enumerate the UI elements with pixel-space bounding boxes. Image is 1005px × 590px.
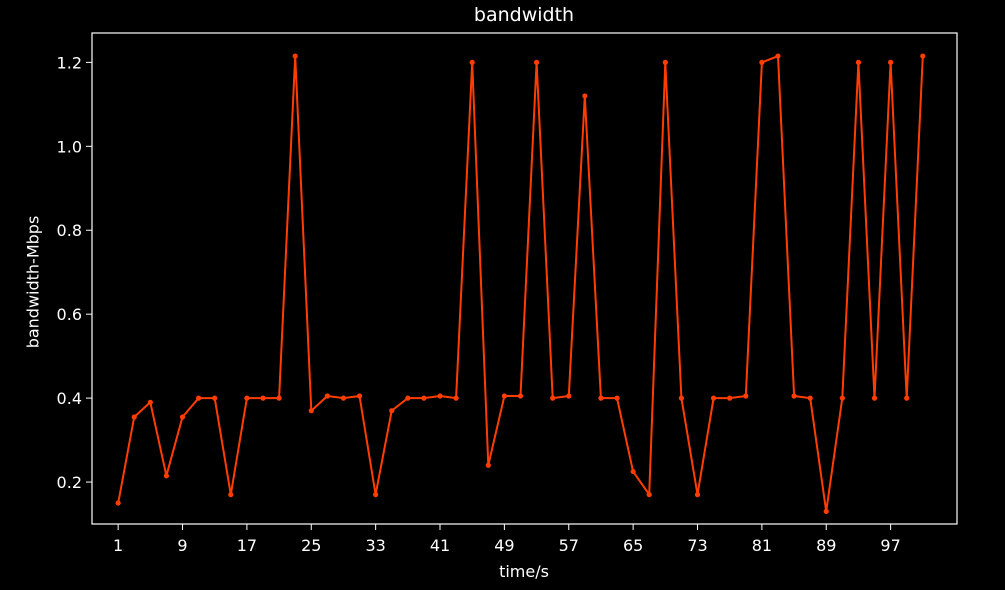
data-point — [437, 393, 443, 399]
data-point — [839, 395, 845, 401]
data-point — [308, 408, 314, 414]
data-point — [212, 395, 218, 401]
data-point — [373, 492, 379, 498]
data-point — [228, 492, 234, 498]
data-point — [244, 395, 250, 401]
data-point — [421, 395, 427, 401]
x-tick-label: 73 — [687, 536, 707, 555]
data-point — [405, 395, 411, 401]
y-tick-label: 0.4 — [57, 389, 82, 408]
data-point — [485, 462, 491, 468]
x-tick-label: 9 — [177, 536, 187, 555]
data-point — [260, 395, 266, 401]
plot-frame — [91, 32, 958, 525]
data-point — [550, 395, 556, 401]
data-point — [163, 473, 170, 479]
data-point — [179, 414, 186, 420]
data-point — [517, 393, 524, 399]
data-point — [694, 492, 701, 498]
data-point — [147, 399, 153, 405]
data-point — [710, 395, 717, 401]
x-tick-label: 81 — [752, 536, 772, 555]
x-tick-label: 17 — [237, 536, 257, 555]
y-tick-label: 0.2 — [57, 473, 82, 492]
y-tick-label: 1.0 — [57, 137, 82, 156]
data-point — [469, 59, 475, 65]
data-point — [598, 395, 604, 401]
data-point — [389, 408, 395, 414]
data-point — [823, 508, 829, 515]
data-point — [678, 395, 685, 401]
data-point — [196, 395, 202, 401]
x-tick-label: 65 — [623, 536, 643, 555]
data-point — [727, 395, 733, 401]
data-point — [292, 53, 298, 59]
x-tick-label: 33 — [365, 536, 385, 555]
data-point — [453, 395, 459, 401]
x-tick-label: 41 — [430, 536, 450, 555]
x-tick-label: 97 — [880, 536, 900, 555]
x-tick-label: 89 — [816, 536, 836, 555]
x-tick-label: 57 — [559, 536, 579, 555]
data-point — [614, 395, 620, 401]
data-point — [775, 53, 781, 59]
y-tick-label: 0.8 — [57, 221, 82, 240]
data-point — [501, 393, 507, 399]
data-point — [324, 393, 330, 399]
data-point — [340, 395, 347, 401]
data-point — [759, 59, 765, 65]
y-tick-label: 1.2 — [57, 53, 82, 72]
data-point — [131, 414, 137, 420]
data-point — [743, 393, 749, 399]
series-line-bandwidth — [117, 55, 924, 513]
data-point — [871, 395, 878, 401]
data-point — [533, 59, 540, 65]
data-point — [566, 393, 572, 399]
data-point — [356, 393, 363, 399]
x-tick-label: 1 — [113, 536, 123, 555]
data-point — [904, 395, 910, 401]
data-point — [276, 395, 282, 401]
data-point — [920, 53, 926, 59]
x-tick-label: 49 — [494, 536, 514, 555]
data-point — [630, 468, 636, 475]
data-point — [888, 59, 894, 65]
data-point — [115, 500, 121, 506]
data-point — [855, 59, 862, 65]
data-point — [646, 492, 652, 498]
data-point — [582, 93, 588, 99]
x-axis-label: time/s — [499, 562, 549, 581]
data-point — [662, 59, 668, 65]
x-tick-label: 25 — [301, 536, 321, 555]
y-tick-label: 0.6 — [57, 305, 82, 324]
chart-title: bandwidth — [473, 4, 575, 26]
data-point — [807, 395, 813, 401]
data-point — [791, 393, 797, 399]
